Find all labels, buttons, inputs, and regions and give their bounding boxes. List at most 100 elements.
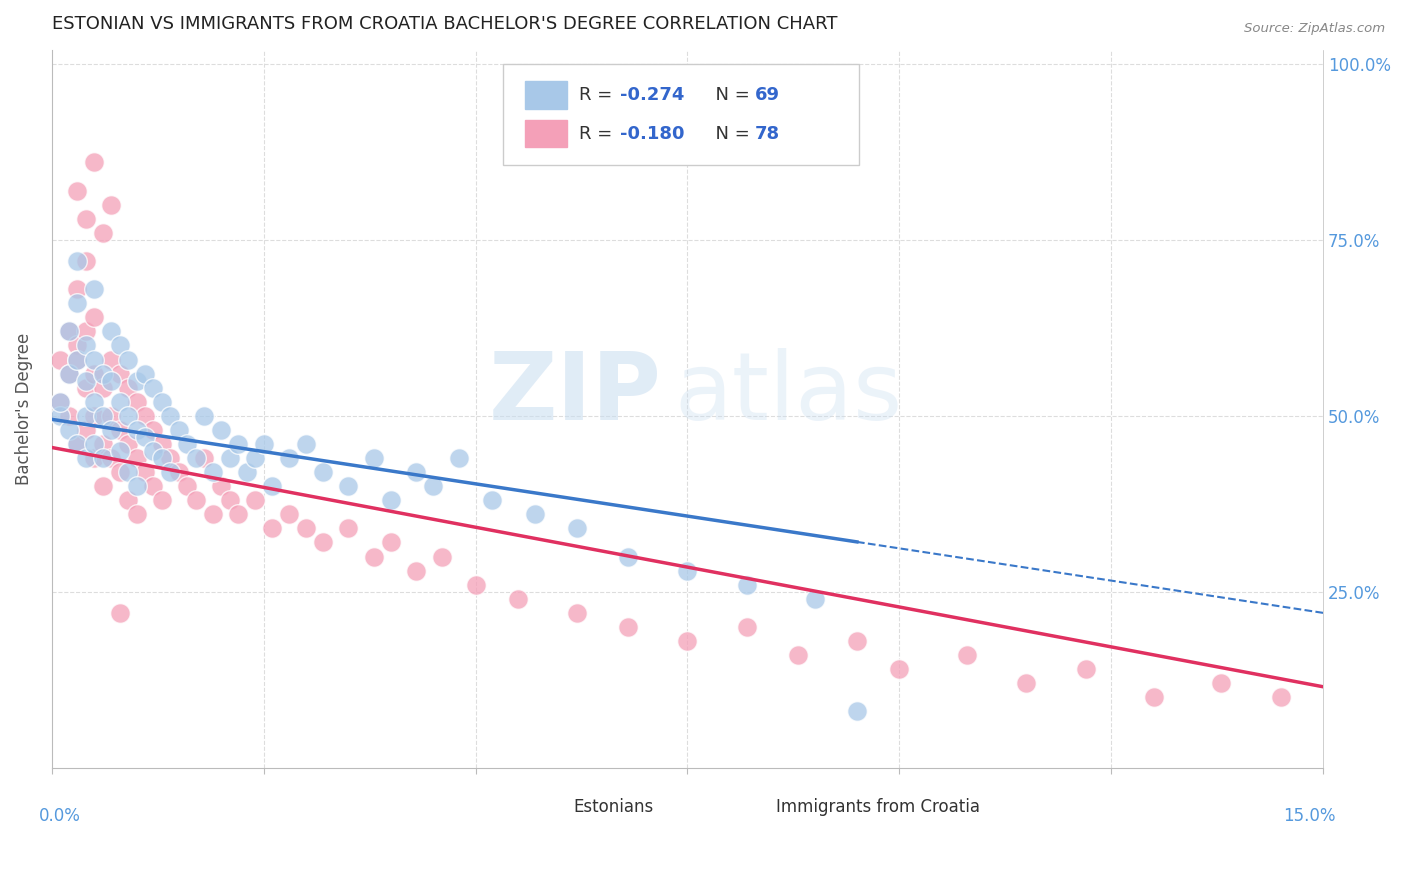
Point [889,662,911,676]
Point [243,493,266,508]
Point [83,450,105,465]
Point [464,578,486,592]
Point [58,423,80,437]
Point [134,409,156,423]
Point [125,450,148,465]
Point [75,374,97,388]
Point [66,254,89,268]
Point [125,508,148,522]
Text: -0.274: -0.274 [620,86,685,104]
Point [201,465,224,479]
Point [83,367,105,381]
Point [91,409,114,423]
Point [422,479,444,493]
Point [447,450,470,465]
FancyBboxPatch shape [503,64,859,165]
Point [125,479,148,493]
Point [100,197,122,211]
Point [363,450,385,465]
Point [100,374,122,388]
Text: R =: R = [579,86,619,104]
Point [193,450,215,465]
Point [91,367,114,381]
Point [125,423,148,437]
Point [176,437,198,451]
Text: 15.0%: 15.0% [1284,807,1336,825]
Point [75,409,97,423]
Point [617,549,640,564]
Point [66,437,89,451]
Point [1074,662,1097,676]
Point [159,450,181,465]
Point [108,338,131,352]
Point [108,394,131,409]
Point [150,493,173,508]
Point [363,549,385,564]
Point [295,521,318,535]
Point [803,591,825,606]
Point [142,381,165,395]
Point [83,282,105,296]
Point [1211,676,1233,690]
Text: N =: N = [704,86,755,104]
Point [66,296,89,310]
Point [75,338,97,352]
Point [295,437,318,451]
Point [159,409,181,423]
Point [66,352,89,367]
Point [193,409,215,423]
Text: R =: R = [579,125,619,143]
Point [108,606,131,620]
Point [49,409,72,423]
Point [117,437,139,451]
Point [176,479,198,493]
Point [150,394,173,409]
Text: Source: ZipAtlas.com: Source: ZipAtlas.com [1244,22,1385,36]
Point [184,450,207,465]
Point [243,450,266,465]
Point [201,508,224,522]
Point [83,394,105,409]
Point [75,450,97,465]
Point [100,324,122,338]
Point [100,352,122,367]
Point [846,634,869,648]
Point [49,394,72,409]
Point [66,437,89,451]
Point [58,324,80,338]
Text: Immigrants from Croatia: Immigrants from Croatia [776,798,980,816]
Point [218,450,240,465]
Point [523,508,546,522]
Point [142,479,165,493]
Point [134,367,156,381]
Point [1015,676,1038,690]
Point [481,493,503,508]
Point [91,450,114,465]
Point [506,591,529,606]
Point [108,423,131,437]
Point [117,409,139,423]
Point [91,226,114,240]
Text: ZIP: ZIP [489,349,662,441]
Point [83,352,105,367]
Point [83,409,105,423]
Point [142,444,165,458]
Point [226,508,249,522]
Point [846,705,869,719]
Point [567,521,589,535]
Point [117,381,139,395]
Point [278,508,301,522]
Bar [738,800,766,822]
Text: 69: 69 [755,86,780,104]
Point [405,465,427,479]
Point [1142,690,1164,705]
Point [66,184,89,198]
Point [405,564,427,578]
Point [235,465,257,479]
Point [209,479,232,493]
Text: -0.180: -0.180 [620,125,685,143]
Point [66,352,89,367]
Text: N =: N = [704,125,755,143]
Point [49,352,72,367]
Point [58,409,80,423]
